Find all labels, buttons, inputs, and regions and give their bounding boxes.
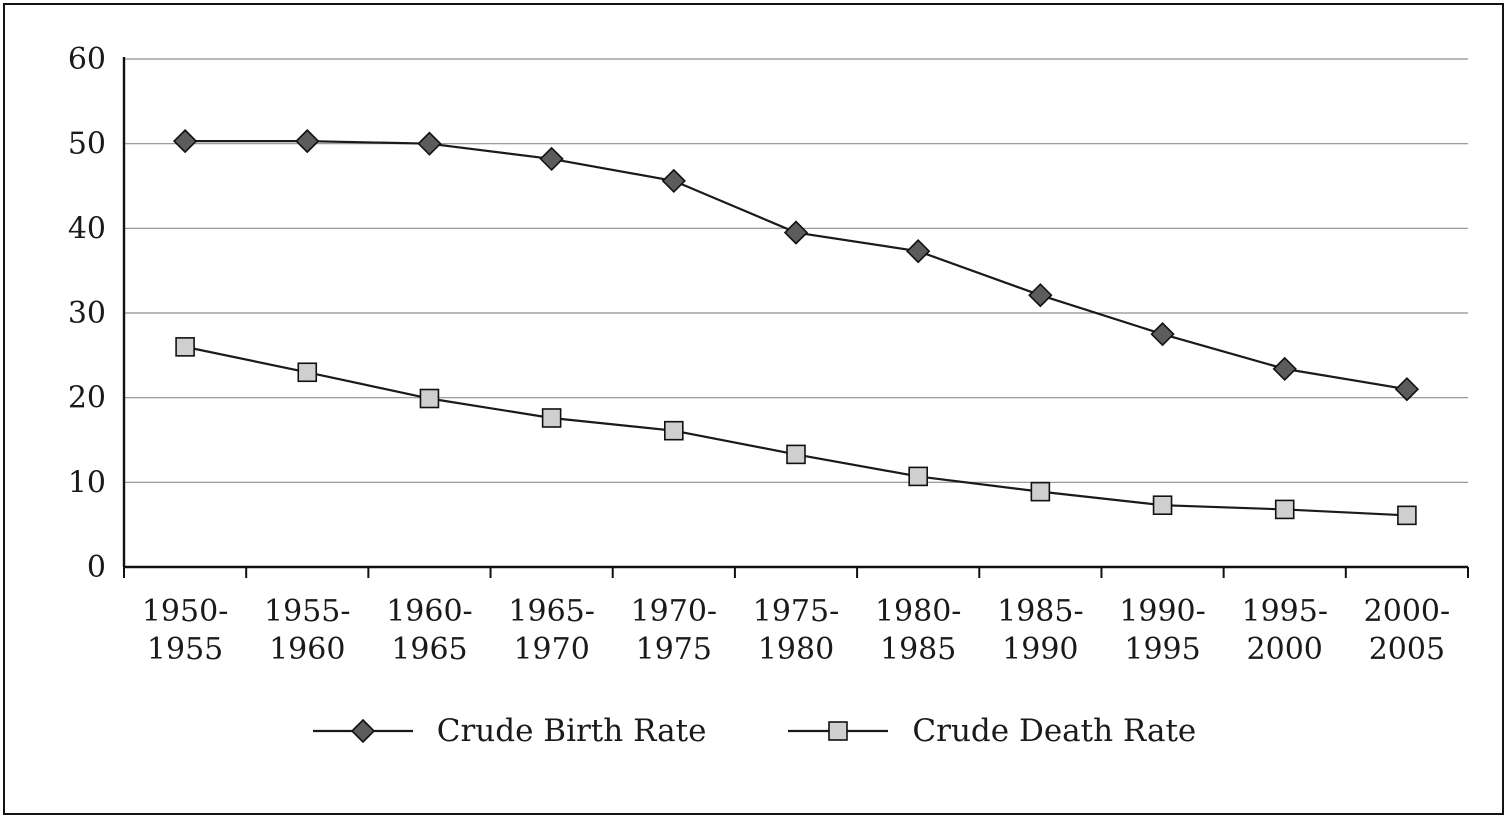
crude-death-rate-marker <box>1274 499 1295 520</box>
crude-death-rate-marker <box>419 388 440 409</box>
y-axis-label: 50 <box>68 127 106 162</box>
crude-birth-rate-marker <box>783 220 809 245</box>
y-axis-label: 0 <box>87 550 106 585</box>
crude-birth-rate-marker <box>539 146 564 172</box>
x-axis-label: 1960-1965 <box>386 594 472 667</box>
crude-death-rate-marker <box>908 466 928 487</box>
crude-birth-rate-marker <box>1028 283 1053 308</box>
chart-frame: 0 10 20 30 40 50 60 1950-1955 1955-1960 1960-1965… <box>3 3 1504 815</box>
y-axis-label: 30 <box>68 296 106 331</box>
x-axis-label: 1955-1960 <box>264 594 350 667</box>
crude-death-rate-marker <box>541 408 562 428</box>
legend-label-birth-rate: Crude Birth Rate <box>436 713 707 749</box>
birth-rate-legend-marker-icon <box>312 718 413 744</box>
crude-birth-rate-marker <box>417 131 442 156</box>
crude-death-rate-marker <box>1152 495 1173 515</box>
crude-birth-rate-marker <box>1150 322 1175 347</box>
x-axis-label: 1950-1955 <box>142 594 228 667</box>
crude-death-rate-marker <box>664 420 684 441</box>
legend-label-death-rate: Crude Death Rate <box>912 713 1197 749</box>
crude-birth-rate-marker <box>661 168 686 194</box>
crude-death-rate-line <box>184 345 1407 517</box>
crude-birth-rate-marker <box>1394 377 1420 402</box>
legend-item-crude-birth-rate: Crude Birth Rate <box>311 713 707 749</box>
crude-death-rate-marker <box>1397 505 1417 526</box>
x-axis-label: 1990-1995 <box>1119 594 1205 667</box>
x-axis-label: 1970-1975 <box>631 594 717 667</box>
legend-item-crude-death-rate: Crude Death Rate <box>786 713 1196 749</box>
y-axis-label: 40 <box>68 211 106 246</box>
x-axis-label: 2000-2005 <box>1364 594 1450 667</box>
y-axis-label: 60 <box>68 42 106 77</box>
crude-death-rate-marker <box>297 362 318 383</box>
legend: Crude Birth Rate Crude Death Rate <box>311 713 1196 749</box>
x-axis-label: 1995-2000 <box>1241 594 1327 667</box>
chart-svg: 0 10 20 30 40 50 60 1950-1955 1955-1960 1960-1965… <box>68 42 1469 667</box>
crude-birth-rate-marker <box>295 128 320 154</box>
death-rate-legend-marker-icon <box>788 721 889 741</box>
legend-marker-shape <box>828 721 849 741</box>
legend-marker-shape <box>350 718 375 744</box>
crude-death-rate-marker <box>175 337 195 357</box>
crude-birth-rate-line <box>185 140 1408 391</box>
x-axis-label: 1965-1970 <box>508 594 594 667</box>
x-axis-label: 1980-1985 <box>875 594 961 667</box>
crude-birth-rate-marker <box>906 239 931 264</box>
crude-birth-rate-marker <box>1272 356 1297 382</box>
y-axis-label: 10 <box>68 465 106 500</box>
y-axis-label: 20 <box>68 381 106 416</box>
x-axis-label: 1985-1990 <box>997 594 1083 667</box>
crude-birth-rate-marker <box>172 128 198 154</box>
x-axis-label: 1975-1980 <box>753 594 839 667</box>
crude-death-rate-marker <box>786 444 806 465</box>
crude-death-rate-marker <box>1030 481 1051 502</box>
